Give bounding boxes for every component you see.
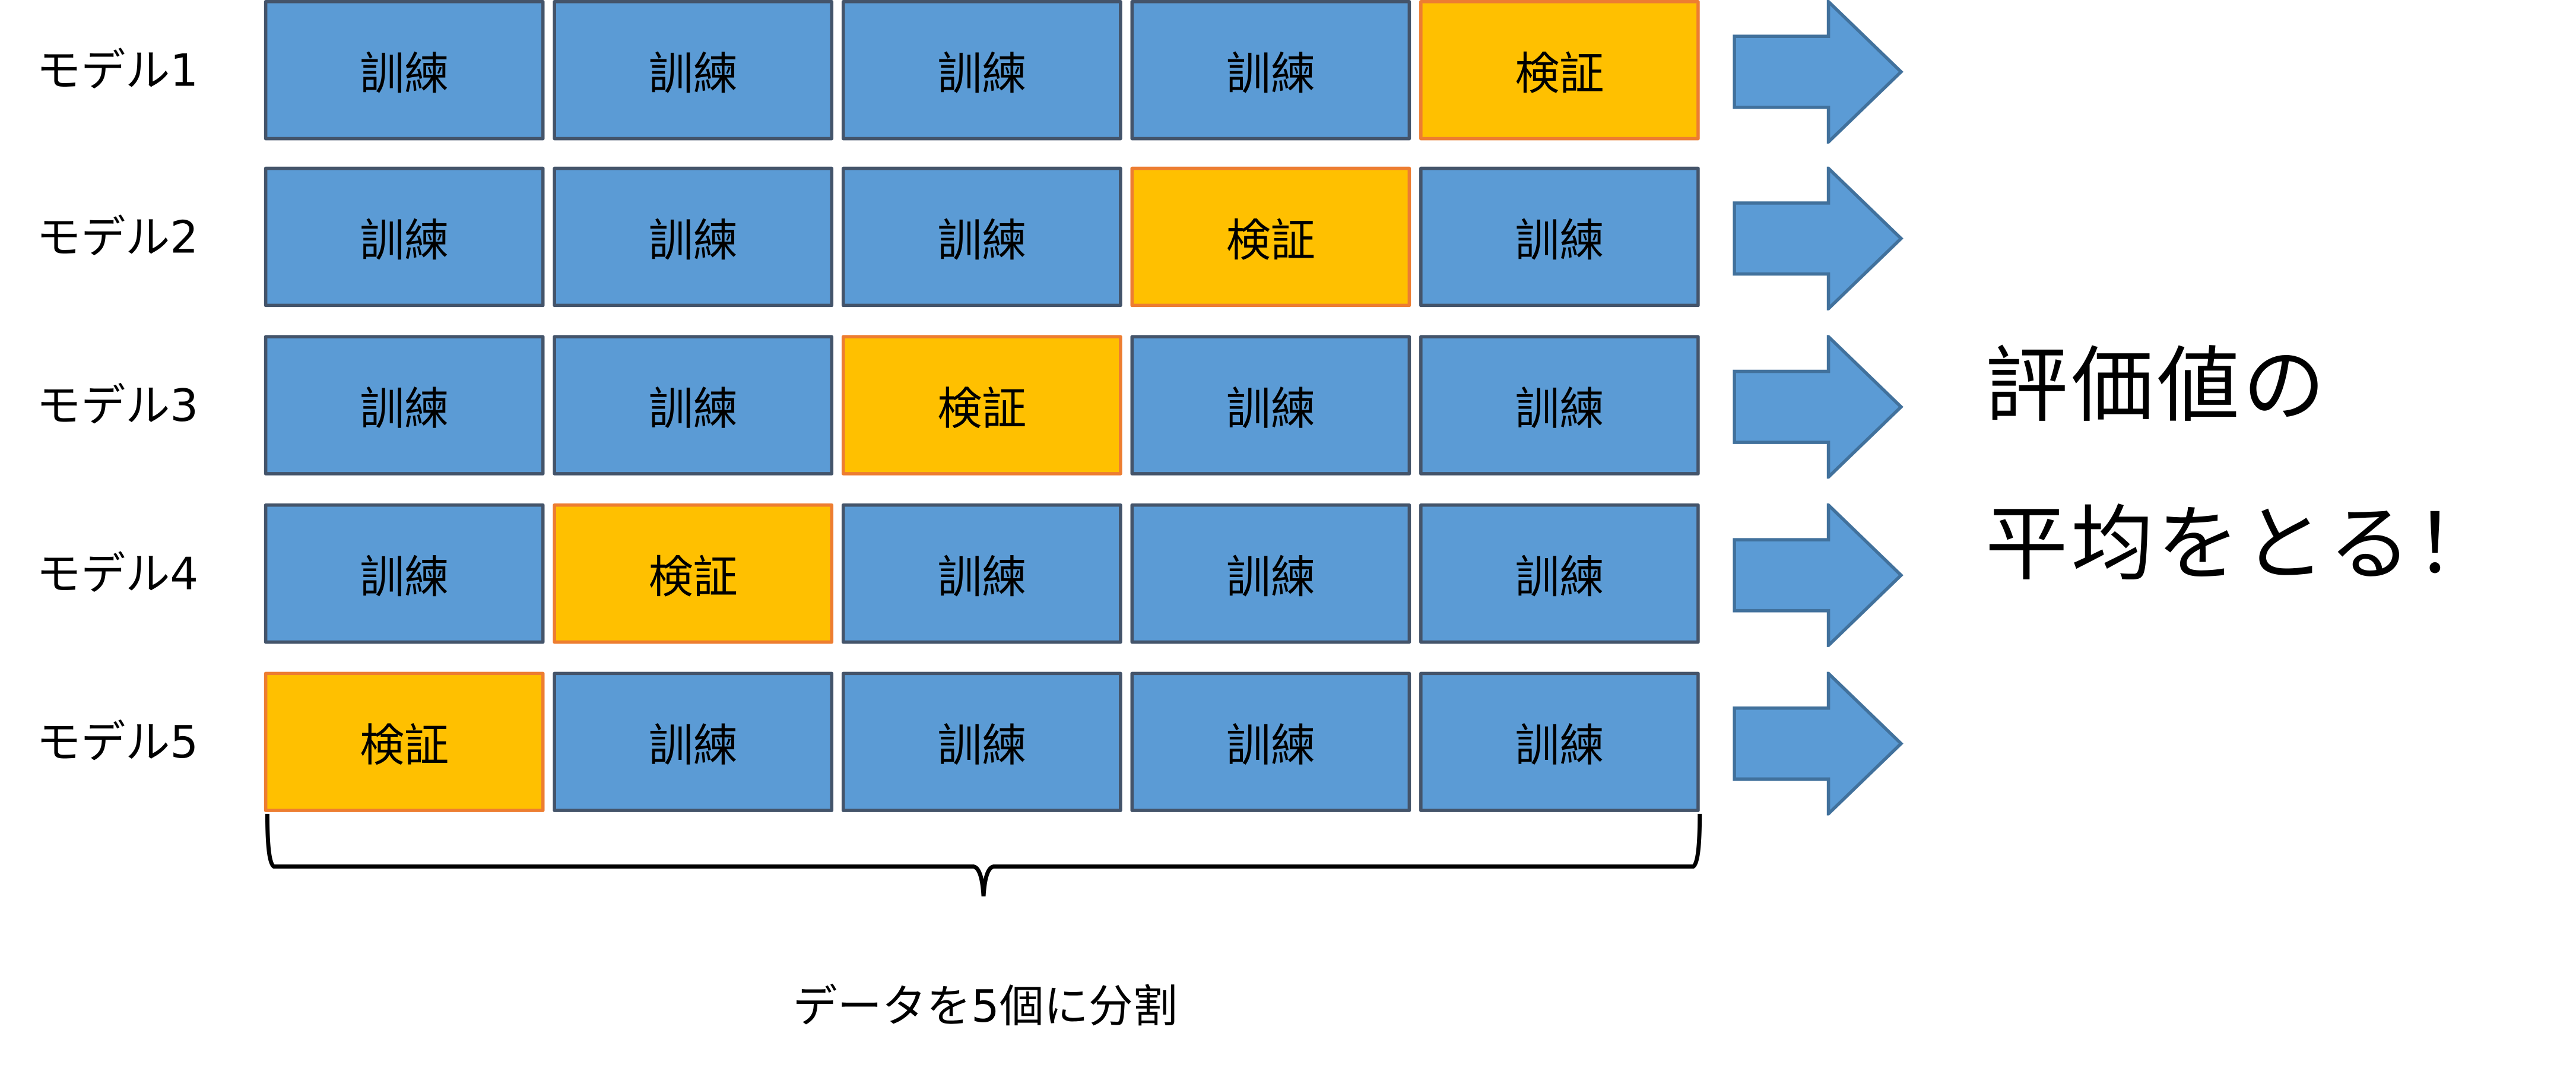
training-fold: 訓練 [841, 166, 1122, 308]
brace-icon [265, 813, 1702, 896]
model-row: モデル2 訓練 訓練 訓練 検証 訓練 [0, 166, 1914, 310]
training-fold: 訓練 [553, 335, 834, 476]
training-fold: 訓練 [553, 671, 834, 812]
model-label: モデル2 [36, 213, 199, 264]
model-row: モデル4 訓練 検証 訓練 訓練 訓練 [0, 503, 1914, 647]
arrow-right-icon [1733, 0, 1904, 144]
validation-fold: 検証 [264, 671, 545, 812]
training-fold: 訓練 [841, 0, 1122, 141]
arrow-right-icon [1733, 671, 1904, 816]
training-fold: 訓練 [841, 503, 1122, 644]
model-row: モデル5 検証 訓練 訓練 訓練 訓練 [0, 671, 1914, 816]
validation-fold: 検証 [841, 335, 1122, 476]
validation-fold: 検証 [1130, 166, 1411, 308]
training-fold: 訓練 [1419, 503, 1700, 644]
training-fold: 訓練 [264, 0, 545, 141]
model-label: モデル1 [36, 46, 199, 98]
model-label: モデル3 [36, 381, 199, 433]
model-label: モデル4 [36, 549, 199, 601]
result-text: 評価値の 平均をとる！ [1985, 307, 2500, 624]
training-fold: 訓練 [264, 503, 545, 644]
training-fold: 訓練 [1130, 671, 1411, 812]
training-fold: 訓練 [1419, 335, 1700, 476]
validation-fold: 検証 [553, 503, 834, 644]
validation-fold: 検証 [1419, 0, 1700, 141]
arrow-right-icon [1733, 503, 1904, 647]
training-fold: 訓練 [264, 166, 545, 308]
training-fold: 訓練 [1419, 671, 1700, 812]
model-row: モデル1 訓練 訓練 訓練 訓練 検証 [0, 0, 1914, 144]
result-line-1: 評価値の [1985, 338, 2329, 435]
training-fold: 訓練 [1130, 503, 1411, 644]
split-label: データを5個に分割 [792, 982, 1178, 1034]
arrow-right-icon [1733, 335, 1904, 479]
training-fold: 訓練 [553, 0, 834, 141]
training-fold: 訓練 [841, 671, 1122, 812]
model-label: モデル5 [36, 718, 199, 769]
arrow-right-icon [1733, 166, 1904, 310]
training-fold: 訓練 [264, 335, 545, 476]
training-fold: 訓練 [1130, 335, 1411, 476]
model-row: モデル3 訓練 訓練 検証 訓練 訓練 [0, 335, 1914, 479]
training-fold: 訓練 [1419, 166, 1700, 308]
result-line-2: 平均をとる！ [1985, 496, 2501, 593]
training-fold: 訓練 [1130, 0, 1411, 141]
training-fold: 訓練 [553, 166, 834, 308]
